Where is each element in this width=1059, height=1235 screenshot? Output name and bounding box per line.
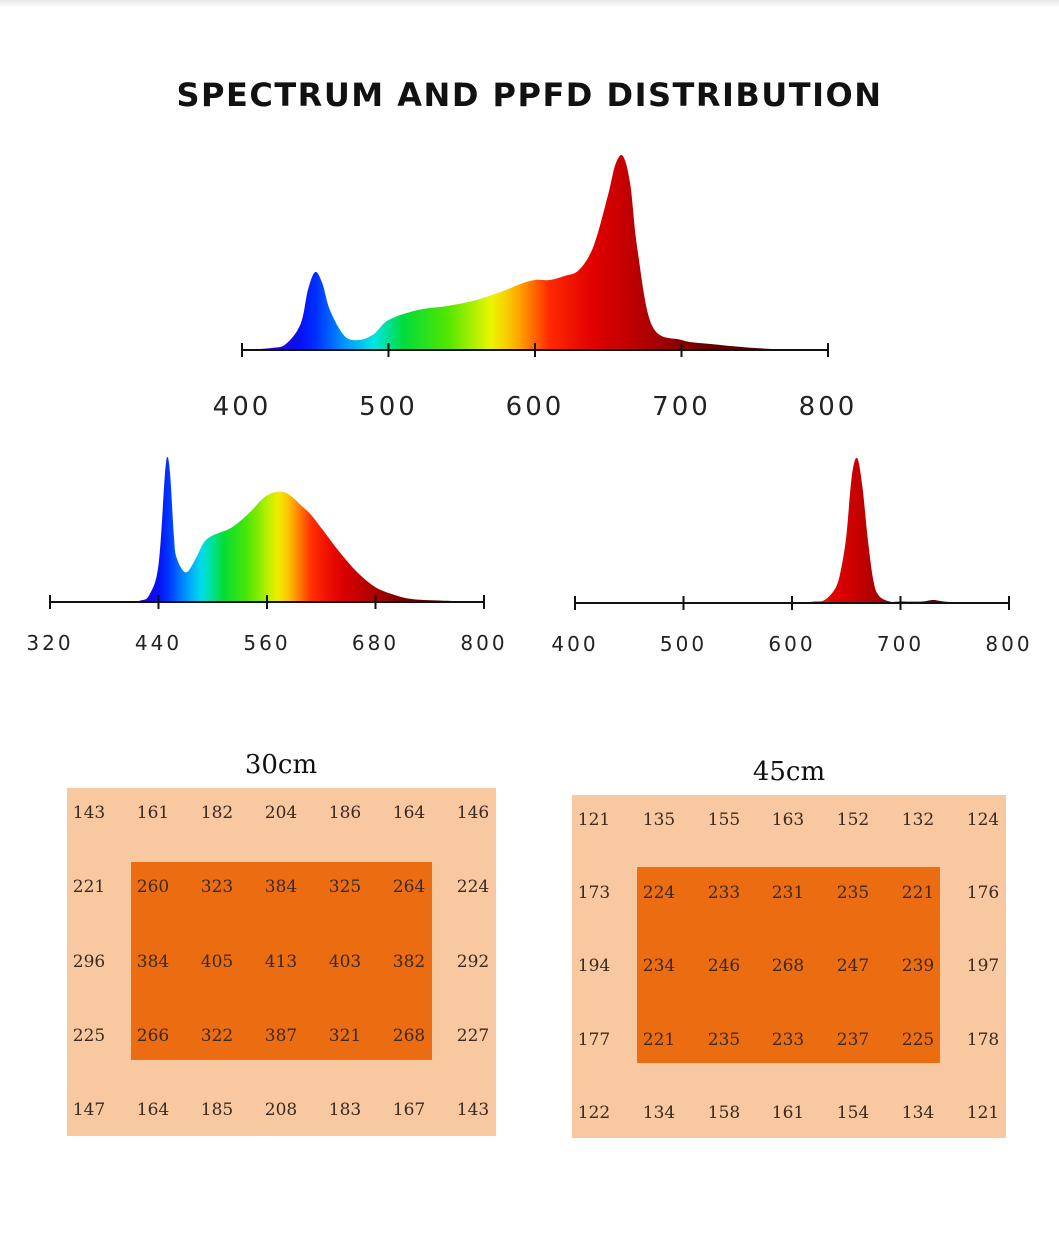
ppfd-cell-r1-c6: 224 xyxy=(456,877,490,897)
ppfd-cell-r4-c6: 121 xyxy=(966,1103,1000,1123)
ppfd-cell-r2-c4: 403 xyxy=(328,952,362,972)
ppfd-cell-r0-c6: 146 xyxy=(456,803,490,823)
ppfd-cell-r0-c2: 182 xyxy=(200,803,234,823)
x-tick-label: 800 xyxy=(799,392,858,422)
x-tick-label: 680 xyxy=(352,631,399,655)
ppfd-cell-r0-c1: 161 xyxy=(136,803,170,823)
x-tick-label: 800 xyxy=(460,631,507,655)
spectrum-area xyxy=(50,457,484,602)
ppfd-cell-r4-c0: 147 xyxy=(72,1100,106,1120)
ppfd-cell-r2-c2: 246 xyxy=(707,956,741,976)
ppfd-cell-r2-c3: 413 xyxy=(264,952,298,972)
ppfd-cell-r3-c4: 237 xyxy=(836,1030,870,1050)
ppfd-cell-r4-c3: 208 xyxy=(264,1100,298,1120)
ppfd-cell-r4-c1: 164 xyxy=(136,1100,170,1120)
top-shade-bar xyxy=(0,0,1059,8)
spectrum-area xyxy=(242,154,828,350)
ppfd-cell-r1-c1: 260 xyxy=(136,877,170,897)
ppfd-cell-r3-c6: 227 xyxy=(456,1026,490,1046)
ppfd-cell-r1-c5: 264 xyxy=(392,877,426,897)
x-tick-label: 600 xyxy=(506,392,565,422)
ppfd-cell-r0-c3: 163 xyxy=(771,810,805,830)
x-tick-label: 800 xyxy=(985,632,1032,656)
ppfd-cell-r1-c3: 231 xyxy=(771,883,805,903)
x-tick-label: 700 xyxy=(652,392,711,422)
ppfd-cell-r4-c2: 158 xyxy=(707,1103,741,1123)
ppfd-cell-r1-c2: 233 xyxy=(707,883,741,903)
ppfd-cell-r3-c5: 268 xyxy=(392,1026,426,1046)
ppfd-cell-r0-c0: 121 xyxy=(577,810,611,830)
ppfd-cell-r1-c6: 176 xyxy=(966,883,1000,903)
ppfd-cell-r2-c1: 234 xyxy=(642,956,676,976)
x-tick-label: 320 xyxy=(26,631,73,655)
ppfd-cell-r0-c4: 152 xyxy=(836,810,870,830)
ppfd-cell-r3-c0: 225 xyxy=(72,1026,106,1046)
ppfd-cell-r4-c3: 161 xyxy=(771,1103,805,1123)
ppfd-cell-r3-c2: 322 xyxy=(200,1026,234,1046)
x-tick-label: 400 xyxy=(213,392,272,422)
ppfd-cell-r4-c5: 167 xyxy=(392,1100,426,1120)
ppfd-cell-r4-c4: 183 xyxy=(328,1100,362,1120)
ppfd-cell-r0-c6: 124 xyxy=(966,810,1000,830)
ppfd-cell-r0-c0: 143 xyxy=(72,803,106,823)
ppfd-cell-r3-c5: 225 xyxy=(901,1030,935,1050)
x-tick-label: 500 xyxy=(359,392,418,422)
ppfd-cell-r0-c5: 132 xyxy=(901,810,935,830)
ppfd-cell-r2-c5: 382 xyxy=(392,952,426,972)
ppfd-cell-r2-c3: 268 xyxy=(771,956,805,976)
ppfd-cell-r4-c0: 122 xyxy=(577,1103,611,1123)
ppfd-cell-r4-c5: 134 xyxy=(901,1103,935,1123)
x-tick-label: 600 xyxy=(768,632,815,656)
ppfd-cell-r1-c0: 221 xyxy=(72,877,106,897)
ppfd-30cm-center-zone xyxy=(131,862,432,1060)
ppfd-cell-r1-c4: 325 xyxy=(328,877,362,897)
x-tick-label: 700 xyxy=(877,632,924,656)
ppfd-cell-r3-c4: 321 xyxy=(328,1026,362,1046)
ppfd-cell-r2-c2: 405 xyxy=(200,952,234,972)
ppfd-cell-r0-c1: 135 xyxy=(642,810,676,830)
page-title: SPECTRUM AND PPFD DISTRIBUTION xyxy=(176,76,883,114)
ppfd-cell-r4-c2: 185 xyxy=(200,1100,234,1120)
ppfd-cell-r3-c6: 178 xyxy=(966,1030,1000,1050)
ppfd-30cm-grid: 143 161 182 204 186 164 146 221 260 323 384 325 264 2… xyxy=(67,788,496,1136)
ppfd-cell-r1-c1: 224 xyxy=(642,883,676,903)
ppfd-cell-r2-c6: 292 xyxy=(456,952,490,972)
ppfd-cell-r3-c3: 387 xyxy=(264,1026,298,1046)
x-tick-label: 560 xyxy=(243,631,290,655)
ppfd-cell-r0-c4: 186 xyxy=(328,803,362,823)
ppfd-45cm-center-zone xyxy=(637,867,940,1063)
ppfd-45cm-grid: 121 135 155 163 152 132 124 173 224 233 231 235 221 1… xyxy=(572,795,1006,1138)
ppfd-cell-r4-c1: 134 xyxy=(642,1103,676,1123)
ppfd-30cm-title: 30cm xyxy=(244,750,318,780)
ppfd-cell-r2-c6: 197 xyxy=(966,956,1000,976)
ppfd-cell-r2-c1: 384 xyxy=(136,952,170,972)
ppfd-cell-r4-c4: 154 xyxy=(836,1103,870,1123)
ppfd-cell-r1-c3: 384 xyxy=(264,877,298,897)
ppfd-cell-r2-c5: 239 xyxy=(901,956,935,976)
x-tick-label: 500 xyxy=(660,632,707,656)
ppfd-cell-r1-c4: 235 xyxy=(836,883,870,903)
ppfd-cell-r1-c5: 221 xyxy=(901,883,935,903)
ppfd-cell-r4-c6: 143 xyxy=(456,1100,490,1120)
ppfd-cell-r2-c0: 194 xyxy=(577,956,611,976)
ppfd-cell-r3-c2: 235 xyxy=(707,1030,741,1050)
ppfd-cell-r3-c0: 177 xyxy=(577,1030,611,1050)
ppfd-45cm-title: 45cm xyxy=(752,757,826,787)
ppfd-cell-r0-c5: 164 xyxy=(392,803,426,823)
ppfd-cell-r3-c1: 221 xyxy=(642,1030,676,1050)
spectrum-area xyxy=(575,457,1009,603)
ppfd-cell-r0-c3: 204 xyxy=(264,803,298,823)
x-tick-label: 440 xyxy=(135,631,182,655)
ppfd-cell-r1-c2: 323 xyxy=(200,877,234,897)
ppfd-cell-r0-c2: 155 xyxy=(707,810,741,830)
x-tick-label: 400 xyxy=(551,632,598,656)
ppfd-cell-r1-c0: 173 xyxy=(577,883,611,903)
ppfd-cell-r2-c0: 296 xyxy=(72,952,106,972)
ppfd-cell-r3-c1: 266 xyxy=(136,1026,170,1046)
ppfd-cell-r2-c4: 247 xyxy=(836,956,870,976)
ppfd-cell-r3-c3: 233 xyxy=(771,1030,805,1050)
